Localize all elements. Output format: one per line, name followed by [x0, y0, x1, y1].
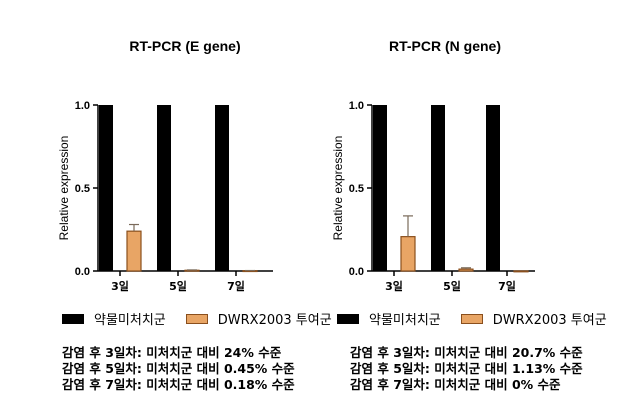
y-tick-label: 0.0	[349, 266, 364, 278]
legend-label-control: 약물미처치군	[94, 313, 166, 328]
legend-label-treated: DWRX2003 투여군	[217, 313, 332, 328]
chart-title: RT-PCR (E gene)	[129, 38, 240, 54]
summary-line: 감염 후 3일차: 미처치군 대비 24% 수준	[62, 345, 282, 360]
summary-line: 감염 후 7일차: 미처치군 대비 0.18% 수준	[62, 377, 295, 392]
x-tick-label: 5일	[443, 279, 461, 293]
bar-control	[373, 105, 387, 271]
x-tick-label: 7일	[227, 279, 245, 293]
chart-title: RT-PCR (N gene)	[389, 38, 501, 54]
x-tick-label: 5일	[169, 279, 187, 293]
legend-right: 약물미처치군 DWRX2003 투여군	[337, 309, 627, 328]
summary-left: 감염 후 3일차: 미처치군 대비 24% 수준 감염 후 5일차: 미처치군 …	[62, 345, 295, 393]
y-tick-label: 1.0	[75, 100, 90, 112]
x-tick-label: 7일	[498, 279, 516, 293]
legend-swatch-treated	[185, 313, 208, 324]
bar-control	[486, 105, 500, 271]
y-tick-label: 0.5	[75, 183, 90, 195]
y-tick-label: 0.0	[75, 266, 90, 278]
y-axis-label: Relative expression	[57, 136, 71, 241]
bar-treated	[513, 270, 529, 273]
x-tick-label: 3일	[111, 279, 129, 293]
legend-swatch-treated	[460, 313, 483, 324]
bar-control	[99, 105, 113, 271]
summary-line: 감염 후 5일차: 미처치군 대비 1.13% 수준	[350, 361, 583, 376]
legend-label-control: 약물미처치군	[369, 313, 441, 328]
legend-left: 약물미처치군 DWRX2003 투여군	[62, 309, 352, 328]
x-tick-label: 3일	[385, 279, 403, 293]
legend-swatch-control	[62, 313, 84, 324]
bar-control	[157, 105, 171, 271]
legend-swatch-control	[337, 313, 359, 324]
summary-right: 감염 후 3일차: 미처치군 대비 20.7% 수준 감염 후 5일차: 미처치…	[350, 345, 583, 393]
y-axis-label: Relative expression	[331, 136, 345, 241]
y-tick-label: 0.5	[349, 183, 364, 195]
bar-control	[431, 105, 445, 271]
summary-line: 감염 후 3일차: 미처치군 대비 20.7% 수준	[350, 345, 583, 360]
y-tick-label: 1.0	[349, 100, 364, 112]
bar-treated	[400, 236, 416, 272]
bar-control	[215, 105, 229, 271]
charts-canvas: RT-PCR (E gene) Relative expression 0.0 0.5…	[57, 38, 535, 293]
bar-treated	[458, 268, 474, 272]
bar-treated	[126, 230, 142, 272]
summary-line: 감염 후 5일차: 미처치군 대비 0.45% 수준	[62, 361, 295, 376]
summary-line: 감염 후 7일차: 미처치군 대비 0% 수준	[350, 377, 561, 392]
legend-label-treated: DWRX2003 투여군	[492, 313, 607, 328]
